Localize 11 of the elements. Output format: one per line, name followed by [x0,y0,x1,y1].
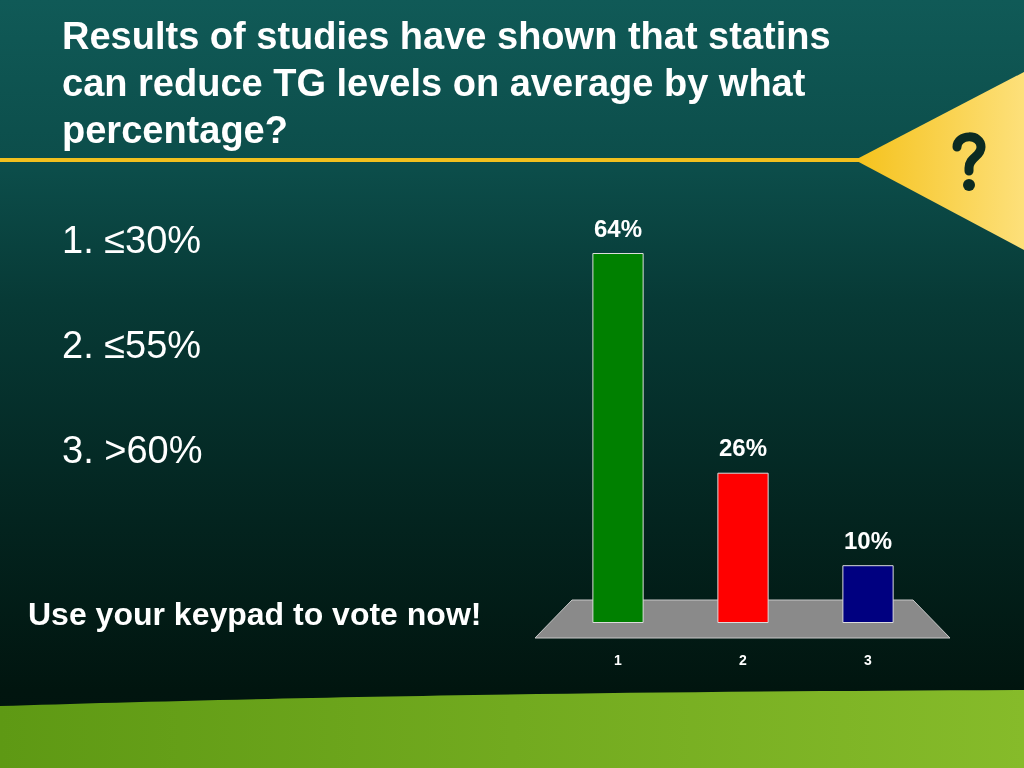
text: 3. >60% [62,429,203,471]
data-label: 26% [718,434,768,462]
x-tick-label: 2 [739,652,748,668]
x-tick-label: 1 [614,652,623,668]
chart-title: Results of studies have shown that statins can reduce TG levels on average by what percentage? [62,14,832,153]
text: Use your keypad to vote now! [28,596,482,632]
text: 2. ≤55% [62,324,202,366]
data-label: 64% [593,214,643,242]
x-tick-label: 3 [864,652,873,668]
data-label: 10% [843,526,893,554]
text: 1. ≤30% [62,219,202,261]
